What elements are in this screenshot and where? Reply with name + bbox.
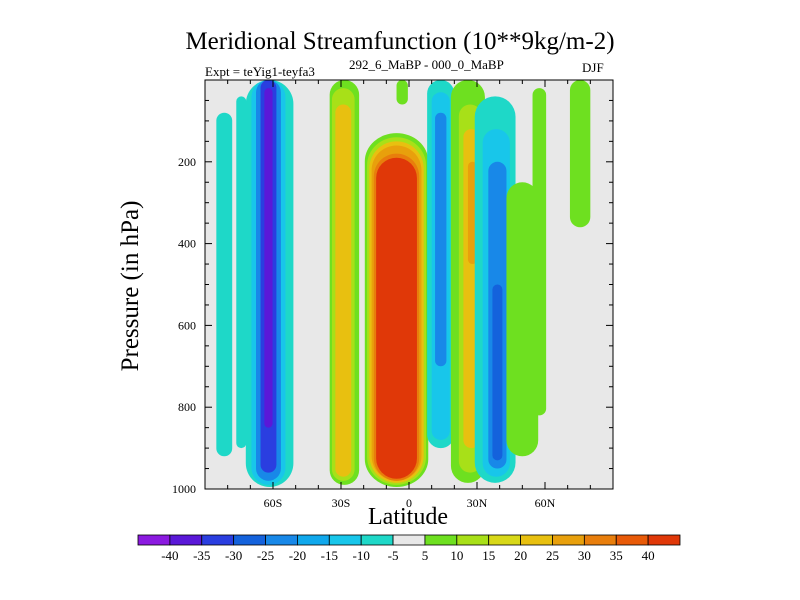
period-label: 292_6_MaBP - 000_0_MaBP — [349, 57, 504, 72]
x-axis-label: Latitude — [368, 504, 448, 530]
contour-band — [396, 80, 408, 105]
y-tick-label: 200 — [178, 155, 196, 169]
colorbar-swatch — [201, 534, 235, 546]
season-label: DJF — [582, 60, 604, 75]
contour-band — [506, 182, 539, 457]
colorbar-label: 40 — [642, 548, 655, 563]
colorbar-swatch — [233, 534, 266, 546]
colorbar-label: -20 — [289, 548, 306, 563]
y-tick-label: 400 — [178, 237, 196, 251]
colorbar-label: -15 — [321, 548, 338, 563]
colorbar-swatch — [424, 534, 458, 546]
colorbar-swatch — [265, 534, 298, 546]
x-tick-label: 60S — [264, 496, 283, 510]
x-tick-label: 30N — [467, 496, 488, 510]
colorbar-swatch — [583, 534, 617, 546]
colorbar-swatch — [520, 534, 553, 546]
x-tick-label: 30S — [332, 496, 351, 510]
colorbar-label: 10 — [450, 548, 463, 563]
contour-band — [435, 112, 447, 367]
contour-band — [532, 88, 547, 416]
y-tick-label: 1000 — [172, 482, 196, 496]
contour-band — [335, 104, 352, 477]
x-tick-label: 60N — [535, 496, 556, 510]
x-tick-label: 0 — [406, 496, 412, 510]
colorbar-label: -30 — [225, 548, 242, 563]
contour-band — [376, 157, 417, 479]
colorbar-label: 30 — [578, 548, 591, 563]
colorbar-label: 15 — [482, 548, 495, 563]
colorbar-label: -40 — [161, 548, 178, 563]
colorbar-swatch — [360, 534, 394, 546]
y-tick-label: 800 — [178, 400, 196, 414]
contour-band — [236, 96, 247, 449]
contour-band — [569, 80, 591, 228]
colorbar-swatch — [647, 534, 681, 546]
colorbar-label: 35 — [610, 548, 623, 563]
contour-band — [492, 284, 503, 461]
colorbar-swatch — [169, 534, 203, 546]
colorbar-label: -35 — [193, 548, 210, 563]
colorbar-swatch — [456, 534, 490, 546]
colorbar-label: -10 — [353, 548, 370, 563]
colorbar-swatch — [137, 534, 171, 546]
colorbar-swatch — [392, 534, 426, 546]
colorbar-swatch — [297, 534, 330, 546]
contour-band — [264, 88, 273, 428]
colorbar-label: 5 — [422, 548, 429, 563]
colorbar-label: -5 — [388, 548, 399, 563]
colorbar-swatch — [488, 534, 521, 546]
colorbar-label: 25 — [546, 548, 559, 563]
experiment-label: Expt = teYig1-teyfa3 — [205, 64, 315, 79]
colorbar-swatch — [328, 534, 362, 546]
colorbar-label: 20 — [514, 548, 527, 563]
contour-band — [216, 112, 233, 457]
colorbar-label: -25 — [257, 548, 274, 563]
y-tick-label: 600 — [178, 318, 196, 332]
colorbar-swatch — [615, 534, 649, 546]
chart-title: Meridional Streamfunction (10**9kg/m-2) — [185, 28, 615, 55]
colorbar-swatch — [552, 534, 585, 546]
